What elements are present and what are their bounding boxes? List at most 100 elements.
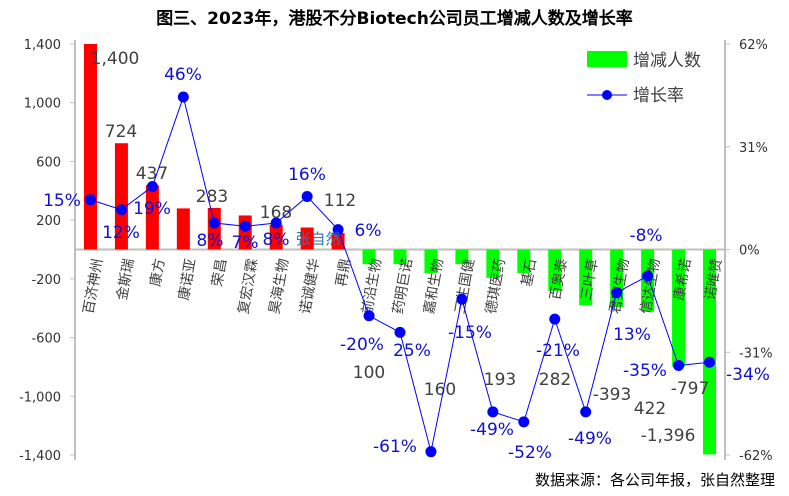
category-label: 金斯瑞 xyxy=(114,257,137,301)
growth-rate-point xyxy=(642,270,654,282)
right-tick-label: -62% xyxy=(739,449,773,464)
right-tick-label: -31% xyxy=(739,346,773,361)
watermark: 张自然 xyxy=(295,230,340,248)
bar-诺诚健华 xyxy=(300,227,314,250)
left-tick-label: -1,400 xyxy=(19,449,61,464)
category-label: 药明巨诺 xyxy=(390,257,415,315)
legend-line-marker xyxy=(602,90,612,100)
bar-荣昌 xyxy=(207,207,221,250)
growth-rate-label: 8% xyxy=(197,231,224,251)
bar-基石 xyxy=(517,249,531,273)
bar-value-label: 282 xyxy=(539,370,571,390)
bar-value-label: 283 xyxy=(196,187,228,207)
left-tick-label: 1,400 xyxy=(24,38,61,53)
left-tick-label: 200 xyxy=(36,214,61,229)
legend-line-label: 增长率 xyxy=(633,86,684,106)
bar-嘉和生物 xyxy=(424,249,438,273)
source-note: 数据来源：各公司年报，张自然整理 xyxy=(534,471,775,489)
growth-rate-label: -21% xyxy=(536,341,580,361)
category-label: 百济神州 xyxy=(81,257,106,315)
growth-rate-label: -20% xyxy=(340,335,384,355)
growth-rate-point xyxy=(146,181,158,193)
growth-rate-point xyxy=(580,406,592,418)
left-tick-label: -200 xyxy=(31,273,61,288)
bar-百奥泰 xyxy=(548,249,562,291)
growth-rate-label: 6% xyxy=(355,221,382,241)
bar-value-label: -1,396 xyxy=(641,426,696,446)
category-label: 复宏汉霖 xyxy=(235,257,261,315)
bar-value-label: -797 xyxy=(671,379,710,399)
growth-rate-label: 7% xyxy=(232,233,259,253)
growth-rate-label: 15% xyxy=(43,191,81,211)
bar-三叶草 xyxy=(579,249,593,306)
growth-rate-point xyxy=(673,360,685,372)
bar-康希诺 xyxy=(672,249,686,367)
bar-药明巨诺 xyxy=(393,249,407,265)
legend-bar-label: 增减人数 xyxy=(633,51,701,71)
growth-rate-point xyxy=(518,416,530,428)
growth-rate-label: -49% xyxy=(470,420,514,440)
category-label: 昊海生物 xyxy=(267,257,292,315)
bar-value-label: 112 xyxy=(324,191,356,211)
growth-rate-label: -8% xyxy=(629,226,662,246)
bar-百济神州 xyxy=(83,44,97,250)
bar-value-label: 1,400 xyxy=(91,49,140,69)
growth-rate-label: -52% xyxy=(508,443,552,463)
bar-康方 xyxy=(145,185,159,250)
growth-rate-label: -15% xyxy=(448,323,492,343)
growth-rate-label: -49% xyxy=(568,429,612,449)
left-tick-label: -1,000 xyxy=(19,390,61,405)
growth-rate-label: -61% xyxy=(373,437,417,457)
bar-前沿生物 xyxy=(362,249,376,265)
left-tick-label: 600 xyxy=(36,155,61,170)
bar-value-label: 422 xyxy=(634,399,666,419)
growth-rate-point xyxy=(549,313,561,325)
bar-昊海生物 xyxy=(269,224,283,250)
category-label: 再鼎 xyxy=(333,257,354,287)
growth-rate-point xyxy=(704,356,716,368)
growth-rate-point xyxy=(177,91,189,103)
growth-rate-label: 13% xyxy=(613,325,651,345)
category-label: 诺唯赞 xyxy=(702,257,725,301)
category-label: 荣昌 xyxy=(210,257,231,287)
growth-rate-point xyxy=(332,224,344,236)
bar-诺唯赞 xyxy=(703,249,717,455)
right-tick-label: 62% xyxy=(739,38,768,53)
growth-rate-point xyxy=(270,217,282,229)
growth-rate-point xyxy=(363,310,375,322)
growth-rate-label: 12% xyxy=(102,223,140,243)
category-label: 前沿生物 xyxy=(359,257,385,315)
bar-再鼎 xyxy=(331,233,345,250)
bar-三生国健 xyxy=(455,249,469,265)
growth-rate-point xyxy=(394,326,406,338)
bar-value-label: 724 xyxy=(105,122,137,142)
chart-title: 图三、2023年，港股不分Biotech公司员工增减人数及增长率 xyxy=(156,9,633,29)
category-label: 三叶草 xyxy=(579,257,602,301)
category-label: 康诺亚 xyxy=(175,257,199,301)
growth-rate-label: 25% xyxy=(393,341,431,361)
growth-rate-point xyxy=(301,190,313,202)
left-tick-label: -600 xyxy=(31,332,61,347)
growth-rate-point xyxy=(487,406,499,418)
category-label: 三生国健 xyxy=(452,257,477,315)
growth-rate-point xyxy=(611,287,623,299)
bar-康诺亚 xyxy=(176,208,190,250)
category-label: 基石 xyxy=(518,257,540,288)
category-label: 诺诚健华 xyxy=(298,257,323,315)
growth-rate-label: 19% xyxy=(133,199,171,219)
bar-value-label: 193 xyxy=(484,370,516,390)
category-label: 康方 xyxy=(147,257,169,288)
growth-rate-label: 8% xyxy=(263,230,290,250)
bar-value-label: 100 xyxy=(353,363,385,383)
growth-rate-label: 46% xyxy=(164,65,202,85)
bar-金斯瑞 xyxy=(114,143,128,250)
bar-value-label: 160 xyxy=(424,380,456,400)
bar-value-label: -393 xyxy=(593,385,632,405)
growth-rate-point xyxy=(84,194,96,206)
growth-rate-point xyxy=(239,220,251,232)
growth-rate-label: 16% xyxy=(288,165,326,185)
legend-bar-swatch xyxy=(587,51,627,67)
left-tick-label: 1,000 xyxy=(24,97,61,112)
